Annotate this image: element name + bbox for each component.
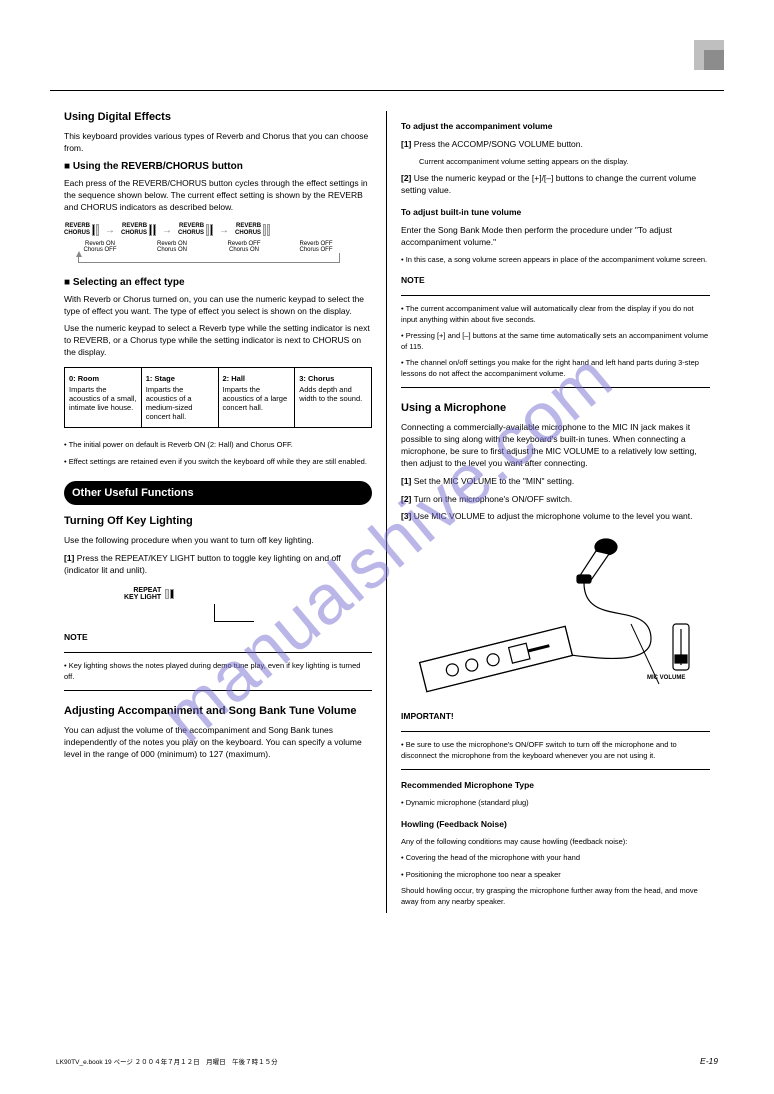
heading-select-effect: ■ Selecting an effect type [64,277,372,288]
important-note: • Be sure to use the microphone's ON/OFF… [401,740,710,761]
step: [1] Press the ACCOMP/SONG VOLUME button. [401,139,710,151]
rule [401,295,710,296]
section-bar-other: Other Useful Functions [64,481,372,505]
label: REVERB [122,223,147,229]
bullet: • Dynamic microphone (standard plug) [401,798,710,809]
bullet: • In this case, a song volume screen app… [401,255,710,266]
note: • The current accompaniment value will a… [401,304,710,325]
note: • Key lighting shows the notes played du… [64,661,372,682]
table-cell: 2: HallImparts the acoustics of a large … [218,368,295,428]
rule [401,769,710,770]
heading-accomp-volume: Adjusting Accompaniment and Song Bank Tu… [64,705,372,717]
table-cell: 1: StageImparts the acoustics of a mediu… [141,368,218,428]
rule [401,731,710,732]
label: REVERB [236,223,261,229]
label: CHORUS [178,230,204,236]
indicator-state-2: REVERBCHORUS [121,223,156,236]
step: [2] Turn on the microphone's ON/OFF swit… [401,494,710,506]
label: REVERB [65,223,90,229]
indicator-captions: Reverb ONChorus OFF Reverb ONChorus ON R… [64,241,372,253]
bullet: • The initial power on default is Reverb… [64,440,372,451]
table-cell: 0: RoomImparts the acoustics of a small,… [65,368,142,428]
bullet: • Positioning the microphone too near a … [401,870,710,881]
para: With Reverb or Chorus turned on, you can… [64,294,372,318]
heading-microphone: Using a Microphone [401,402,710,414]
note-heading: NOTE [401,275,710,287]
footer-code: LK90TV_e.book 19 ページ ２００４年７月１２日 月曜日 午後７時… [56,1056,278,1066]
indicator-cycle: REVERBCHORUS → REVERBCHORUS → REVERBCHOR… [64,223,372,236]
heading-digital-effects: Using Digital Effects [64,111,372,123]
para: Should howling occur, try grasping the m… [401,886,710,907]
repeat-keylight-indicator: REPEATKEY LIGHT [124,587,264,622]
subheading: Howling (Feedback Noise) [401,819,710,831]
bullet: • Effect settings are retained even if y… [64,457,372,468]
step: [1] Set the MIC VOLUME to the "MIN" sett… [401,476,710,488]
para: You can adjust the volume of the accompa… [64,725,372,761]
indicator-state-3: REVERBCHORUS [178,223,213,236]
arrow-icon: → [162,225,172,236]
right-column: To adjust the accompaniment volume [1] P… [387,111,724,913]
para: Any of the following conditions may caus… [401,837,710,848]
note: • The channel on/off settings you make f… [401,358,710,379]
para: Each press of the REVERB/CHORUS button c… [64,178,372,214]
label: REVERB [179,223,204,229]
table-cell: 3: ChorusAdds depth and width to the sou… [295,368,372,428]
indicator-state-1: REVERBCHORUS [64,223,99,236]
step: [1] Press the REPEAT/KEY LIGHT button to… [64,553,372,577]
rule [64,652,372,653]
rule [401,387,710,388]
effect-types-table: 0: RoomImparts the acoustics of a small,… [64,367,372,428]
indicator-state-4: REVERBCHORUS [235,223,270,236]
microphone-diagram: MIC VOLUME [401,529,701,699]
label: CHORUS [235,230,261,236]
step: [2] Use the numeric keypad or the [+]/[–… [401,173,710,197]
microphone-figure: MIC VOLUME [401,529,701,699]
subheading: To adjust the accompaniment volume [401,121,710,133]
heading-reverb-button: ■ Using the REVERB/CHORUS button [64,161,372,172]
para: This keyboard provides various types of … [64,131,372,155]
heading-key-lighting: Turning Off Key Lighting [64,515,372,527]
para: Use the following procedure when you wan… [64,535,372,547]
arrow-icon: → [219,225,229,236]
para: Enter the Song Bank Mode then perform th… [401,225,710,249]
loop-arrow [78,253,340,263]
para: Use the numeric keypad to select a Rever… [64,323,372,359]
header-rule [50,90,724,91]
subheading: Recommended Microphone Type [401,780,710,792]
step: [3] Use MIC VOLUME to adjust the microph… [401,511,710,523]
note-heading: NOTE [64,632,372,644]
label: CHORUS [64,230,90,236]
mic-volume-label: MIC VOLUME [647,675,685,681]
step-detail: Current accompaniment volume setting app… [419,157,710,168]
para: Connecting a commercially-available micr… [401,422,710,470]
bullet: • Covering the head of the microphone wi… [401,853,710,864]
corner-decoration [694,40,724,70]
note: • Pressing [+] and [–] buttons at the sa… [401,331,710,352]
subheading: To adjust built-in tune volume [401,207,710,219]
page-number: E-19 [700,1056,718,1066]
rule [64,690,372,691]
arrow-icon: → [105,225,115,236]
important-heading: IMPORTANT! [401,711,710,723]
label: CHORUS [121,230,147,236]
left-column: Using Digital Effects This keyboard prov… [50,111,387,913]
page: Using Digital Effects This keyboard prov… [0,0,774,953]
